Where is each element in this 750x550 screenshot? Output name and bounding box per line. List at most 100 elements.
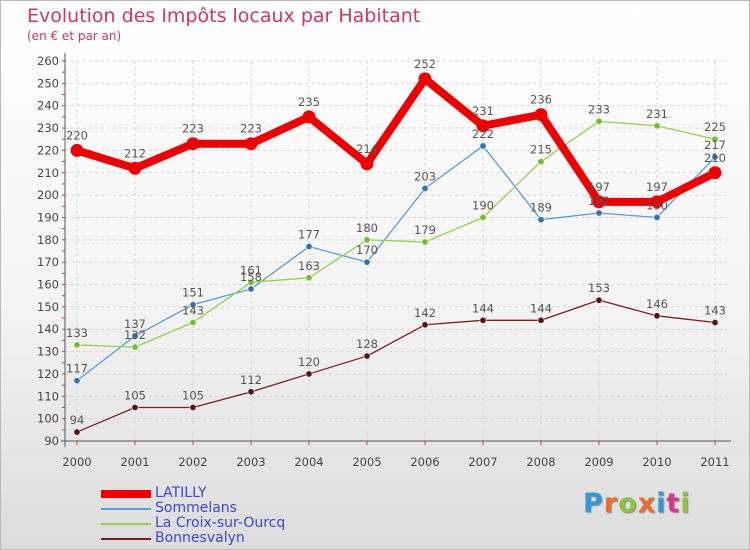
data-label-bonnesvalyn: 112 [240, 373, 262, 387]
data-label-sommelans: 217 [704, 138, 726, 152]
data-label-sommelans: 190 [646, 198, 668, 212]
data-point-bonnesvalyn [305, 370, 313, 378]
data-label-sommelans: 192 [588, 194, 610, 208]
data-point-latilly [70, 143, 84, 157]
x-tick-label: 2009 [584, 455, 613, 469]
data-point-latilly [708, 166, 722, 180]
data-label-latilly: 223 [240, 122, 262, 136]
legend-swatch [101, 523, 151, 525]
y-tick-label: 260 [37, 54, 59, 68]
data-label-la-croix-sur-ourcq: 143 [182, 304, 204, 318]
y-tick-label: 150 [37, 300, 59, 314]
data-point-latilly [244, 137, 258, 151]
data-label-la-croix-sur-ourcq: 233 [588, 102, 610, 116]
series-line-sommelans [76, 145, 716, 382]
data-label-la-croix-sur-ourcq: 161 [240, 263, 262, 277]
y-tick-label: 220 [37, 143, 59, 157]
y-tick-label: 230 [37, 121, 59, 135]
data-point-bonnesvalyn [363, 352, 371, 360]
data-label-bonnesvalyn: 146 [646, 297, 668, 311]
data-point-la-croix-sur-ourcq [595, 117, 603, 125]
data-label-sommelans: 177 [298, 228, 320, 242]
data-point-la-croix-sur-ourcq [189, 319, 197, 327]
chart-axes [61, 53, 731, 447]
chart-subtitle: (en € et par an) [27, 29, 122, 43]
data-point-latilly [128, 161, 142, 175]
data-point-sommelans [537, 216, 545, 224]
y-tick-label: 200 [37, 188, 59, 202]
data-label-latilly: 252 [414, 57, 436, 71]
data-point-bonnesvalyn [653, 312, 661, 320]
data-label-sommelans: 137 [124, 317, 146, 331]
data-point-la-croix-sur-ourcq [247, 278, 255, 286]
x-tick-label: 2011 [700, 455, 729, 469]
y-tick-label: 190 [37, 210, 59, 224]
legend-label: La Croix-sur-Ourcq [155, 515, 286, 531]
data-label-latilly: 197 [646, 180, 668, 194]
data-label-la-croix-sur-ourcq: 190 [472, 198, 494, 212]
data-point-sommelans [653, 213, 661, 221]
y-tick-label: 180 [37, 233, 59, 247]
y-tick-label: 120 [37, 367, 59, 381]
series-line-bonnesvalyn [76, 299, 716, 433]
y-tick-label: 250 [37, 76, 59, 90]
data-label-latilly: 235 [298, 95, 320, 109]
x-tick-label: 2006 [410, 455, 439, 469]
data-label-latilly: 236 [530, 93, 552, 107]
data-point-la-croix-sur-ourcq [73, 341, 81, 349]
data-label-sommelans: 189 [530, 201, 552, 215]
data-point-latilly [592, 195, 606, 209]
data-label-la-croix-sur-ourcq: 225 [704, 120, 726, 134]
data-label-latilly: 220 [66, 128, 88, 142]
series-line-latilly [73, 74, 719, 206]
data-point-latilly [360, 157, 374, 171]
data-label-bonnesvalyn: 144 [472, 301, 494, 315]
legend-label: Bonnesvalyn [155, 530, 245, 546]
data-label-bonnesvalyn: 153 [588, 281, 610, 295]
data-point-la-croix-sur-ourcq [131, 343, 139, 351]
data-point-sommelans [189, 301, 197, 309]
legend-label: Sommelans [155, 500, 237, 516]
data-label-bonnesvalyn: 94 [70, 413, 85, 427]
x-tick-label: 2004 [294, 455, 323, 469]
data-label-sommelans: 117 [66, 362, 88, 376]
data-point-latilly [418, 72, 432, 86]
data-label-latilly: 212 [124, 146, 146, 160]
data-point-sommelans [479, 142, 487, 150]
data-point-latilly [302, 110, 316, 124]
data-label-latilly: 197 [588, 180, 610, 194]
data-point-sommelans [421, 184, 429, 192]
data-point-bonnesvalyn [711, 319, 719, 327]
chart-tick-labels: 90 100 110 120 130 140 150 160 170 180 190 200 210 22… [37, 54, 730, 469]
data-label-la-croix-sur-ourcq: 133 [66, 326, 88, 340]
y-tick-label: 110 [37, 389, 59, 403]
data-label-bonnesvalyn: 120 [298, 355, 320, 369]
data-point-sommelans [73, 377, 81, 385]
data-point-bonnesvalyn [131, 403, 139, 411]
data-point-sommelans [711, 153, 719, 161]
data-point-sommelans [595, 209, 603, 217]
data-point-la-croix-sur-ourcq [479, 213, 487, 221]
data-label-la-croix-sur-ourcq: 132 [124, 328, 146, 342]
data-label-la-croix-sur-ourcq: 231 [646, 107, 668, 121]
y-tick-label: 130 [37, 345, 59, 359]
data-label-latilly: 231 [472, 104, 494, 118]
series-line-la-croix-sur-ourcq [76, 120, 716, 348]
data-label-latilly: 210 [704, 151, 726, 165]
data-point-bonnesvalyn [421, 321, 429, 329]
data-point-latilly [186, 137, 200, 151]
chart-grid [65, 60, 727, 442]
data-label-sommelans: 158 [240, 270, 262, 284]
legend-swatch [101, 538, 151, 540]
data-label-la-croix-sur-ourcq: 163 [298, 259, 320, 273]
data-point-latilly [476, 119, 490, 133]
data-point-bonnesvalyn [73, 428, 81, 436]
chart-data-labels: 94 105 105 112 120 128 142 144 144 153 146 143 117 13… [66, 57, 726, 427]
chart-title: Evolution des Impôts locaux par Habitant [27, 5, 421, 27]
data-label-bonnesvalyn: 105 [124, 388, 146, 402]
data-point-la-croix-sur-ourcq [363, 236, 371, 244]
proxiti-logo: Proxiti [583, 488, 691, 519]
y-tick-label: 240 [37, 99, 59, 113]
data-label-la-croix-sur-ourcq: 180 [356, 221, 378, 235]
data-label-bonnesvalyn: 144 [530, 301, 552, 315]
